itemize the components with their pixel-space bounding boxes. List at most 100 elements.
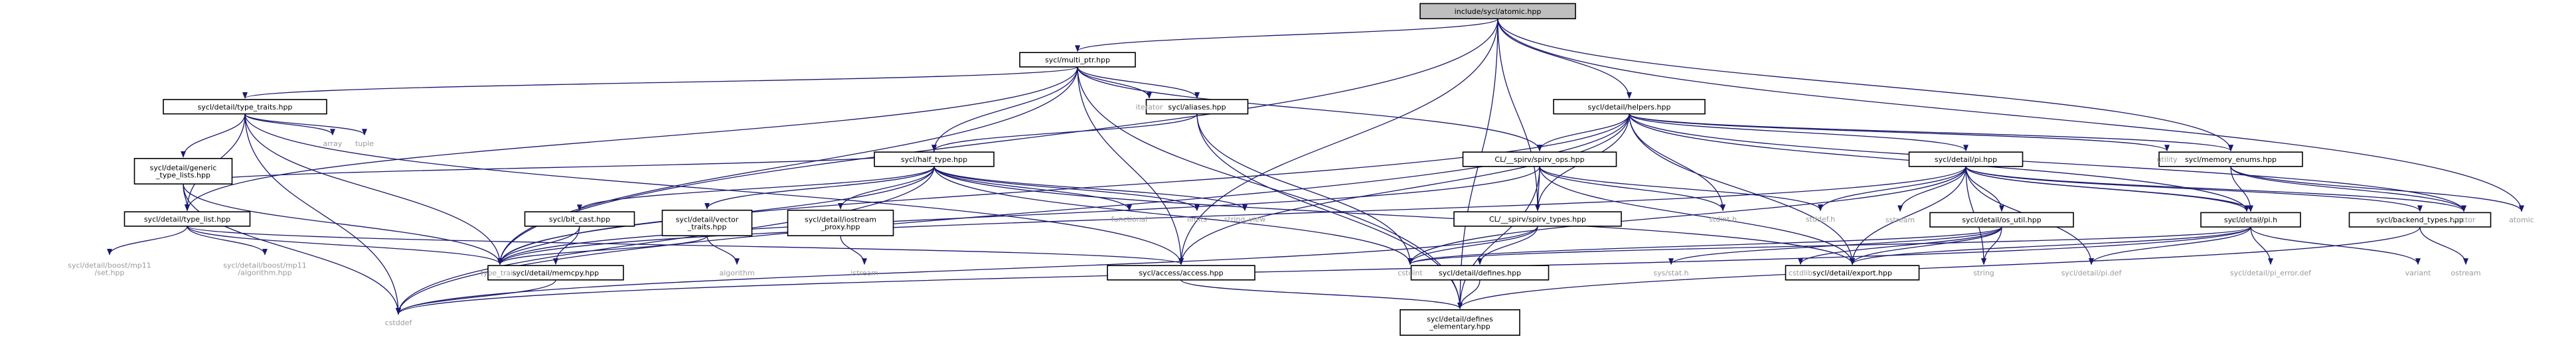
node-bit-cast[interactable]: sycl/bit_cast.hpp <box>524 211 635 227</box>
edge-half_type-to-string_view <box>933 166 1248 212</box>
node-memcpy[interactable]: sycl/detail/memcpy.hpp <box>487 265 624 281</box>
node-spirv-ops[interactable]: CL/__spirv/spirv_ops.hpp <box>1462 151 1617 167</box>
node-label: sys/stat.h <box>1653 269 1688 277</box>
edges-layer <box>107 18 2524 315</box>
node-backend-types[interactable]: sycl/backend_types.hpp <box>2348 212 2492 228</box>
edge-half_type-to-cstddef <box>396 166 935 315</box>
node-defines[interactable]: sycl/detail/defines.hpp <box>1410 265 1550 281</box>
node-defines-elementary[interactable]: sycl/detail/defines_elementary.hpp <box>1400 309 1520 336</box>
node-half-type[interactable]: sycl/half_type.hpp <box>874 151 995 167</box>
node-label: sycl/detail/helpers.hpp <box>1588 103 1671 111</box>
node-box <box>1419 3 1576 19</box>
node-label: stddef.h <box>1806 215 1835 224</box>
node-label: sycl/detail/os_util.hpp <box>1962 216 2041 224</box>
node-access[interactable]: sycl/access/access.hpp <box>1107 265 1255 281</box>
node-pi-error-def: sycl/detail/pi_error.def <box>2230 269 2312 277</box>
edge-type_list-to-access <box>187 226 1184 265</box>
node-pi-def: sycl/detail/pi.def <box>2061 269 2123 277</box>
node-label: memory <box>2231 216 2262 224</box>
node-stdint-h: stdint.h <box>1709 215 1737 224</box>
node-export[interactable]: sycl/detail/export.hpp <box>1785 265 1920 281</box>
edge-multi_ptr-to-half_type <box>931 66 1078 152</box>
node-string: string <box>1973 269 1994 277</box>
node-label: sycl/backend_types.hpp <box>2376 216 2464 224</box>
node-type-list[interactable]: sycl/detail/type_list.hpp <box>123 211 251 227</box>
node-sstream: sstream <box>1886 216 1915 224</box>
node-box <box>661 209 753 236</box>
node-memory-enums[interactable]: sycl/memory_enums.hpp <box>2158 151 2303 167</box>
edge-access-to-defines_elementary <box>1180 279 1463 309</box>
node-mp11-set: sycl/detail/boost/mp11/set.hpp <box>68 261 151 277</box>
edge-multi_ptr-to-iterator <box>1077 66 1152 99</box>
node-label: type_traits <box>481 269 520 277</box>
edge-atomic-to-spirv_types <box>1497 19 1540 212</box>
node-label: _type_lists.hpp <box>155 171 210 180</box>
node-aliases[interactable]: sycl/aliases.hpp <box>1145 99 1249 115</box>
edge-backend_types-to-defines_elementary <box>1457 226 2421 309</box>
edge-pi_hpp-to-backend_types <box>1965 166 2423 212</box>
edge-memory_enums-to-pi_h <box>2230 166 2253 212</box>
node-type-traits-std: type_traits <box>481 269 520 277</box>
edge-helpers-to-memory_enums <box>1629 113 2233 152</box>
node-iostream-proxy[interactable]: sycl/detail/iostream_proxy.hpp <box>787 209 894 236</box>
node-helpers[interactable]: sycl/detail/helpers.hpp <box>1553 99 1706 115</box>
node-type-traits-sycl[interactable]: sycl/detail/type_traits.hpp <box>163 99 327 115</box>
node-box <box>1453 211 1622 227</box>
edge-pi_h-to-export <box>1850 226 2251 265</box>
node-generic-type-lists[interactable]: sycl/detail/generic_type_lists.hpp <box>133 158 233 185</box>
node-box <box>524 211 635 227</box>
node-pi-hpp[interactable]: sycl/detail/pi.hpp <box>1908 151 2024 167</box>
node-label: sycl/detail/pi_error.def <box>2230 269 2312 277</box>
node-label: sycl/detail/export.hpp <box>1812 269 1892 277</box>
node-label: string <box>1973 269 1994 277</box>
node-multi-ptr[interactable]: sycl/multi_ptr.hpp <box>1019 52 1136 68</box>
edge-pi_h-to-cstddef <box>396 226 2251 315</box>
edge-multi_ptr-to-access <box>1077 66 1184 265</box>
edge-spirv_ops-to-defines_elementary <box>1457 166 1540 309</box>
node-label: istream <box>850 269 878 277</box>
node-label: sycl/detail/vector <box>676 216 739 224</box>
node-string-view: string_view <box>1224 215 1265 224</box>
node-box <box>133 158 233 185</box>
edge-bit_cast-to-memcpy <box>553 226 580 265</box>
edge-atomic-to-type_traits_std <box>497 19 1498 265</box>
edge-helpers-to-stdint_h <box>1629 113 1726 212</box>
node-utility: utility <box>2156 155 2178 164</box>
edge-type_traits_sycl-to-access <box>244 113 1184 265</box>
edge-helpers-to-access <box>1178 113 1630 265</box>
node-label: sycl/detail/pi.h <box>2224 216 2277 224</box>
node-os-util[interactable]: sycl/detail/os_util.hpp <box>1929 212 2074 228</box>
edge-type_traits_sycl-to-array <box>244 113 335 136</box>
edge-os_util-to-string <box>1981 226 2002 265</box>
edge-generic_type_lists-to-cstddef <box>183 184 401 315</box>
node-atomic[interactable]: include/sycl/atomic.hpp <box>1419 3 1576 19</box>
edge-pi_h-to-pi_def <box>2089 226 2251 265</box>
node-label: sycl/detail/generic <box>150 164 217 173</box>
edge-half_type-to-functional <box>933 166 1132 212</box>
edge-atomic-to-helpers <box>1497 19 1632 99</box>
node-vector-traits[interactable]: sycl/detail/vector_traits.hpp <box>661 209 753 236</box>
edge-pi_hpp-to-cstdint <box>1408 166 1967 265</box>
node-pi-h[interactable]: sycl/detail/pi.h <box>2200 212 2301 228</box>
node-array: array <box>323 139 343 148</box>
node-label: cstdlib <box>1789 269 1812 277</box>
edge-os_util-to-export <box>1850 226 2002 265</box>
node-label: string_view <box>1224 215 1265 224</box>
node-box <box>2200 212 2301 228</box>
node-label: sycl/detail/pi.def <box>2061 269 2123 277</box>
edge-spirv_types-to-cstddef <box>396 226 1538 315</box>
node-spirv-types[interactable]: CL/__spirv/spirv_types.hpp <box>1453 211 1622 227</box>
node-label: array <box>323 139 343 148</box>
node-box <box>123 211 251 227</box>
node-label: cstddef <box>385 319 413 327</box>
edge-atomic-to-atomic_std <box>1497 19 2524 212</box>
edge-memory_enums-to-atomic_std <box>2230 166 2524 212</box>
node-box <box>1908 151 2024 167</box>
edge-backend_types-to-ostream <box>2419 226 2468 265</box>
node-functional: functional <box>1111 215 1148 224</box>
edge-helpers-to-type_traits_std <box>497 113 1630 265</box>
edge-spirv_ops-to-stddef_h <box>1539 166 1823 212</box>
edge-helpers-to-vector <box>1629 113 2466 212</box>
edge-half_type-to-bit_cast <box>577 166 935 212</box>
node-box <box>2158 151 2303 167</box>
